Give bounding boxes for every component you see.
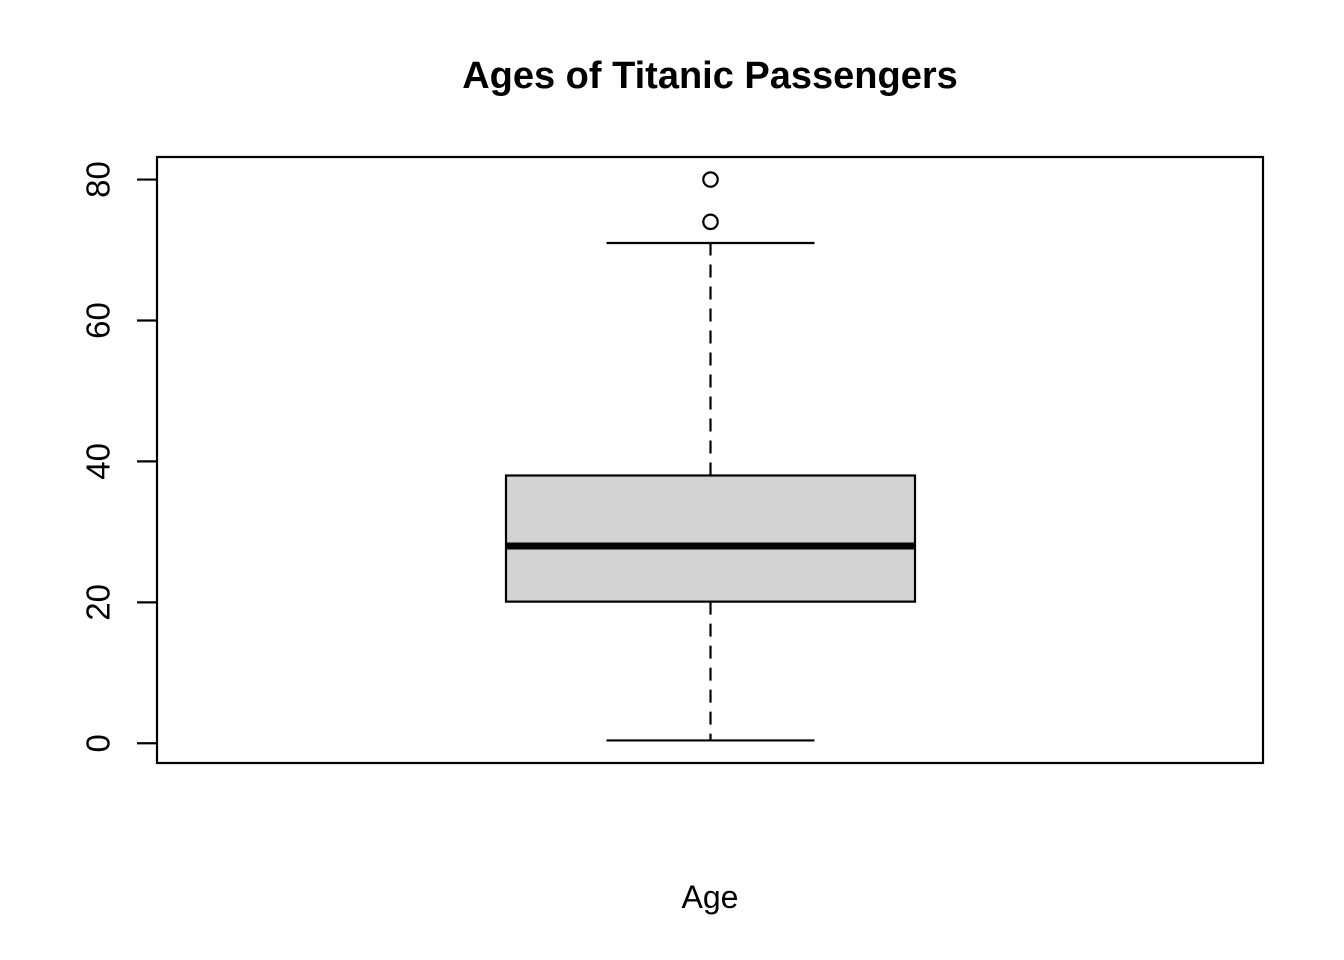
x-axis-label: Age xyxy=(682,879,739,915)
plot-frame xyxy=(155,155,1265,765)
outlier-point xyxy=(702,213,719,231)
y-tick-label: 40 xyxy=(80,443,117,480)
plot-area xyxy=(155,155,1265,765)
y-tick-label: 80 xyxy=(80,161,117,198)
chart-title: Ages of Titanic Passengers xyxy=(462,55,958,97)
y-axis: 0 20 40 60 80 xyxy=(80,161,157,752)
y-tick-label: 0 xyxy=(80,734,117,752)
outlier-point xyxy=(702,171,719,188)
iqr-box xyxy=(504,474,917,603)
y-tick-label: 20 xyxy=(80,584,117,621)
y-tick-label: 60 xyxy=(80,302,117,339)
